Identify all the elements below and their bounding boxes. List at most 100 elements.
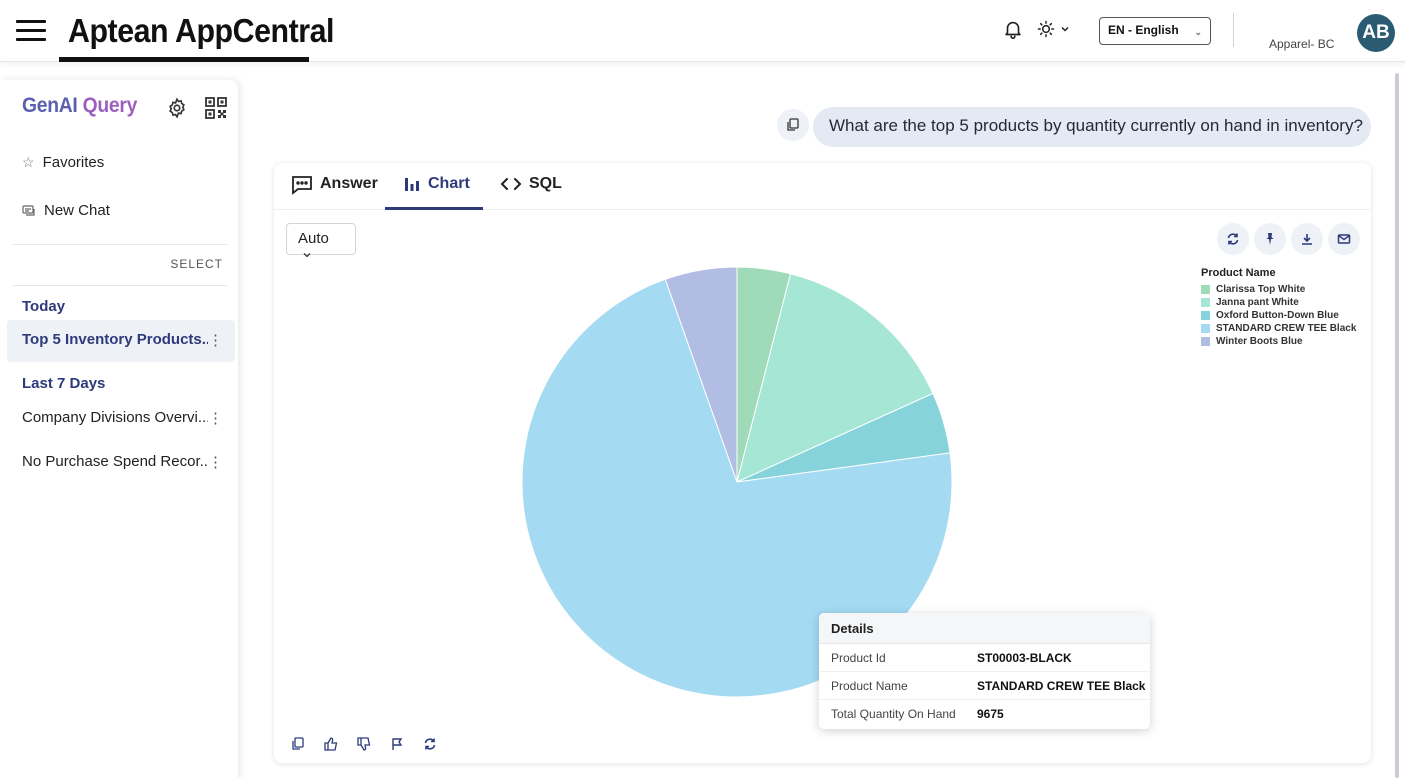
flag-button[interactable]: [387, 734, 407, 754]
legend-item[interactable]: Clarissa Top White: [1201, 283, 1356, 296]
regenerate-button[interactable]: [420, 734, 440, 754]
refresh-icon: [1227, 233, 1239, 245]
legend-item[interactable]: STANDARD CREW TEE Black: [1201, 322, 1356, 335]
code-icon: [500, 178, 522, 190]
pie-slice[interactable]: [664, 267, 738, 483]
legend-item[interactable]: Janna pant White: [1201, 296, 1356, 309]
page-scrollbar[interactable]: [1395, 73, 1399, 778]
sidebar-title-main: GenAI: [22, 94, 78, 117]
sidebar-title: GenAI Query: [22, 94, 137, 118]
download-icon: [1302, 234, 1312, 245]
gear-icon[interactable]: [166, 97, 188, 119]
chart-type-select[interactable]: Auto: [286, 223, 356, 258]
legend-label: Oxford Button-Down Blue: [1216, 310, 1339, 321]
tab-answer-label: Answer: [320, 175, 378, 192]
bar-chart-icon: [405, 178, 419, 191]
copy-question-button[interactable]: [777, 109, 809, 141]
header-divider: [1233, 13, 1234, 47]
more-options-icon[interactable]: ⋮: [208, 410, 223, 427]
thumbs-down-icon: [357, 737, 371, 751]
pin-button[interactable]: [1254, 223, 1286, 255]
chart-legend: Product Name Clarissa Top White Janna pan…: [1201, 267, 1356, 348]
language-select-value: EN - English: [1108, 23, 1179, 37]
tooltip-key: Product Name: [831, 679, 908, 693]
menu-icon[interactable]: [16, 20, 46, 42]
tooltip-value: ST00003-BLACK: [977, 651, 1072, 665]
language-select[interactable]: EN - English ⌄: [1099, 17, 1211, 45]
tooltip-row: Product Id ST00003-BLACK: [819, 644, 1150, 672]
group-header-last-7-days: Last 7 Days: [22, 375, 106, 392]
refresh-icon: [424, 738, 436, 750]
sidebar-title-accent: Query: [82, 94, 138, 117]
thumbs-up-button[interactable]: [321, 734, 341, 754]
refresh-button[interactable]: [1217, 223, 1249, 255]
sun-icon: [1037, 20, 1055, 38]
message-icon: [292, 176, 312, 195]
chat-history-item[interactable]: Company Divisions Overvi... ⋮: [7, 398, 235, 440]
email-button[interactable]: [1328, 223, 1360, 255]
app-title-underline: [59, 57, 309, 62]
star-icon: ☆: [22, 154, 35, 170]
chat-history-item[interactable]: No Purchase Spend Recor... ⋮: [7, 442, 235, 484]
legend-label: Clarissa Top White: [1216, 284, 1306, 295]
top-header: Aptean AppCentral EN - English ⌄ Apparel…: [0, 0, 1406, 62]
chart-type-select-value: Auto: [298, 230, 329, 247]
copy-icon: [787, 118, 799, 131]
legend-label: Winter Boots Blue: [1216, 336, 1303, 347]
new-chat-label: New Chat: [44, 202, 110, 219]
thumbs-up-icon: [324, 737, 338, 751]
tooltip-row: Product Name STANDARD CREW TEE Black: [819, 672, 1150, 700]
new-chat-link[interactable]: New Chat: [22, 202, 110, 219]
feedback-toolbar: [288, 734, 440, 754]
more-options-icon[interactable]: ⋮: [208, 454, 223, 471]
tab-sql-label: SQL: [529, 175, 562, 192]
legend-swatch: [1201, 311, 1210, 320]
legend-swatch: [1201, 298, 1210, 307]
favorites-link[interactable]: ☆ Favorites: [22, 154, 104, 171]
theme-toggle[interactable]: [1036, 18, 1076, 40]
tooltip-row: Total Quantity On Hand 9675: [819, 700, 1150, 728]
legend-swatch: [1201, 324, 1210, 333]
tab-sql[interactable]: SQL: [500, 175, 562, 210]
sidebar-divider: [13, 285, 227, 286]
avatar[interactable]: AB: [1357, 14, 1395, 52]
qr-code-icon[interactable]: [205, 97, 227, 119]
bell-icon[interactable]: [1002, 18, 1024, 40]
pin-icon: [1266, 233, 1274, 245]
chevron-down-icon: [303, 253, 311, 258]
legend-item[interactable]: Winter Boots Blue: [1201, 335, 1356, 348]
pie-chart: [521, 267, 953, 698]
chat-history-label: Company Divisions Overvi...: [22, 409, 208, 426]
tab-answer[interactable]: Answer: [291, 175, 378, 210]
group-header-today: Today: [22, 298, 66, 315]
favorites-label: Favorites: [42, 154, 105, 171]
chat-history-label: No Purchase Spend Recor...: [22, 453, 208, 470]
company-label[interactable]: Apparel- BC: [1269, 37, 1335, 51]
chevron-down-icon: [1061, 26, 1069, 32]
chat-history-item[interactable]: Top 5 Inventory Products... ⋮: [7, 320, 235, 362]
tooltip-title: Details: [819, 613, 1150, 644]
pie-slice[interactable]: [521, 278, 953, 698]
legend-item[interactable]: Oxford Button-Down Blue: [1201, 309, 1356, 322]
pie-slice[interactable]: [736, 273, 934, 483]
chart-actions: [1217, 223, 1360, 255]
copy-answer-button[interactable]: [288, 734, 308, 754]
sidebar: GenAI Query ☆ Favorites New Chat SELECT …: [0, 80, 238, 778]
mail-icon: [1337, 234, 1351, 244]
tooltip-value: STANDARD CREW TEE Black: [977, 679, 1146, 693]
app-title[interactable]: Aptean AppCentral: [68, 12, 335, 49]
chart-tooltip: Details Product Id ST00003-BLACK Product…: [819, 613, 1150, 729]
download-button[interactable]: [1291, 223, 1323, 255]
tooltip-key: Total Quantity On Hand: [831, 707, 956, 721]
answer-tabs: Answer Chart SQL: [274, 163, 1371, 210]
user-question: What are the top 5 products by quantity …: [813, 107, 1371, 147]
tab-chart[interactable]: Chart: [385, 175, 483, 210]
tab-chart-label: Chart: [428, 175, 470, 192]
flag-icon: [392, 738, 403, 750]
more-options-icon[interactable]: ⋮: [208, 332, 223, 349]
legend-items: Clarissa Top White Janna pant White Oxford…: [1201, 283, 1356, 348]
legend-label: Janna pant White: [1216, 297, 1299, 308]
sidebar-divider: [13, 244, 227, 245]
select-button[interactable]: SELECT: [170, 257, 223, 271]
thumbs-down-button[interactable]: [354, 734, 374, 754]
